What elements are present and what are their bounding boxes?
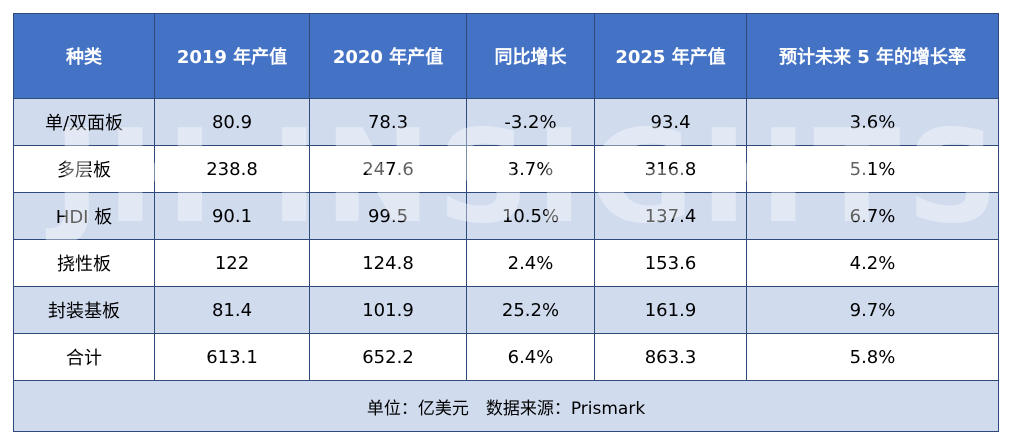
- pcb-output-table: 种类 2019 年产值 2020 年产值 同比增长 2025 年产值 预计未来 …: [13, 13, 999, 432]
- table-cell: 10.5%: [466, 192, 595, 240]
- header-2025-output: 2025 年产值: [594, 13, 747, 99]
- table-cell: 78.3: [309, 98, 467, 146]
- table-cell: 3.7%: [466, 145, 595, 193]
- table-cell: 挠性板: [13, 239, 155, 287]
- table-row: 多层板 238.8 247.6 3.7% 316.8 5.1%: [13, 145, 999, 193]
- table-cell: 合计: [13, 333, 155, 381]
- table-cell: 6.4%: [466, 333, 595, 381]
- header-2019-output: 2019 年产值: [154, 13, 310, 99]
- table-cell: HDI 板: [13, 192, 155, 240]
- data-table-container: 种类 2019 年产值 2020 年产值 同比增长 2025 年产值 预计未来 …: [13, 13, 999, 432]
- table-cell: 25.2%: [466, 286, 595, 334]
- header-type: 种类: [13, 13, 155, 99]
- header-2020-output: 2020 年产值: [309, 13, 467, 99]
- table-cell: 863.3: [594, 333, 747, 381]
- table-row: 封装基板 81.4 101.9 25.2% 161.9 9.7%: [13, 286, 999, 334]
- header-yoy-growth: 同比增长: [466, 13, 595, 99]
- table-cell: 9.7%: [746, 286, 999, 334]
- table-cell: 81.4: [154, 286, 310, 334]
- table-row: HDI 板 90.1 99.5 10.5% 137.4 6.7%: [13, 192, 999, 240]
- table-cell: 80.9: [154, 98, 310, 146]
- table-cell: 单/双面板: [13, 98, 155, 146]
- header-5yr-growth-rate: 预计未来 5 年的增长率: [746, 13, 999, 99]
- table-cell: 613.1: [154, 333, 310, 381]
- table-cell: 多层板: [13, 145, 155, 193]
- table-cell: 124.8: [309, 239, 467, 287]
- footer-row: 单位：亿美元 数据来源：Prismark: [13, 380, 999, 432]
- table-cell: 4.2%: [746, 239, 999, 287]
- table-cell: 153.6: [594, 239, 747, 287]
- table-footer-note: 单位：亿美元 数据来源：Prismark: [13, 380, 999, 432]
- table-cell: 122: [154, 239, 310, 287]
- table-cell: 2.4%: [466, 239, 595, 287]
- table-cell: 247.6: [309, 145, 467, 193]
- table-cell: 90.1: [154, 192, 310, 240]
- table-cell: -3.2%: [466, 98, 595, 146]
- table-cell: 652.2: [309, 333, 467, 381]
- header-row: 种类 2019 年产值 2020 年产值 同比增长 2025 年产值 预计未来 …: [13, 13, 999, 99]
- table-row-total: 合计 613.1 652.2 6.4% 863.3 5.8%: [13, 333, 999, 381]
- table-row: 单/双面板 80.9 78.3 -3.2% 93.4 3.6%: [13, 98, 999, 146]
- table-cell: 6.7%: [746, 192, 999, 240]
- table-cell: 5.8%: [746, 333, 999, 381]
- table-cell: 161.9: [594, 286, 747, 334]
- table-cell: 316.8: [594, 145, 747, 193]
- table-row: 挠性板 122 124.8 2.4% 153.6 4.2%: [13, 239, 999, 287]
- table-cell: 101.9: [309, 286, 467, 334]
- table-cell: 5.1%: [746, 145, 999, 193]
- table-cell: 3.6%: [746, 98, 999, 146]
- table-cell: 93.4: [594, 98, 747, 146]
- table-cell: 137.4: [594, 192, 747, 240]
- table-cell: 99.5: [309, 192, 467, 240]
- table-cell: 238.8: [154, 145, 310, 193]
- table-cell: 封装基板: [13, 286, 155, 334]
